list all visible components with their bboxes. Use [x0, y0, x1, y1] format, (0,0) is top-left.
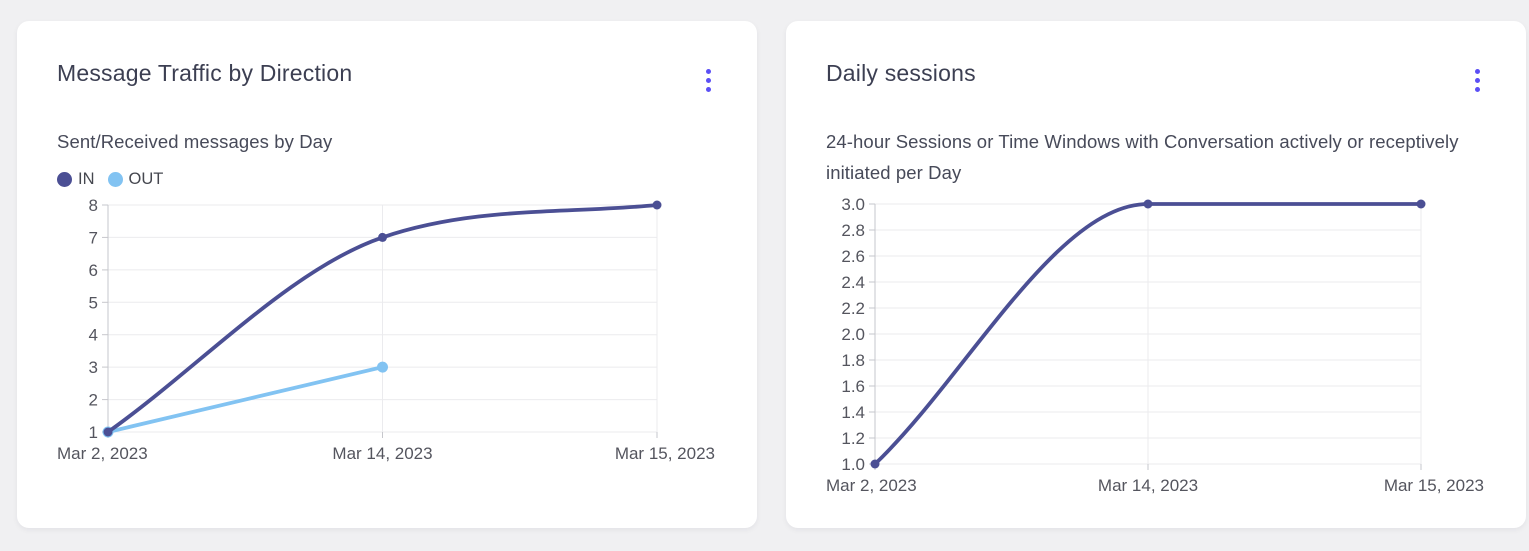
data-point	[1416, 199, 1426, 209]
data-point	[870, 459, 880, 469]
x-tick-label: Mar 2, 2023	[57, 444, 148, 463]
legend-label: OUT	[128, 169, 164, 188]
series-line-daily-sessions	[873, 202, 1423, 466]
legend-item-out[interactable]: OUT	[107, 169, 164, 189]
y-tick-label: 1.4	[841, 403, 865, 422]
y-tick-label: 2.0	[841, 325, 865, 344]
card-header: Daily sessions	[826, 59, 1486, 100]
y-tick-label: 1	[89, 423, 98, 442]
card-message-traffic-by-direction: Message Traffic by Direction Sent/Receiv…	[17, 21, 757, 528]
y-tick-label: 6	[89, 261, 98, 280]
y-tick-label: 1.8	[841, 351, 865, 370]
y-tick-label: 3	[89, 358, 98, 377]
y-tick-label: 1.2	[841, 429, 865, 448]
data-point	[378, 232, 387, 242]
y-tick-label: 2.4	[841, 273, 865, 292]
y-tick-label: 1.0	[841, 455, 865, 474]
y-tick-label: 2.2	[841, 299, 865, 318]
x-tick-label: Mar 2, 2023	[826, 476, 917, 495]
y-tick-label: 7	[89, 228, 98, 247]
card-header: Message Traffic by Direction	[57, 59, 717, 100]
y-tick-label: 3.0	[841, 195, 865, 214]
y-tick-label: 5	[89, 293, 98, 312]
chart-legend: IN OUT	[57, 169, 717, 189]
y-tick-label: 2	[89, 391, 98, 410]
card-title: Message Traffic by Direction	[57, 60, 353, 86]
y-tick-label: 2.6	[841, 247, 865, 266]
card-title: Daily sessions	[826, 60, 976, 86]
x-tick-label: Mar 15, 2023	[1384, 476, 1484, 495]
y-tick-label: 4	[89, 326, 98, 345]
x-tick-label: Mar 14, 2023	[1098, 476, 1198, 495]
message-traffic-line-chart: 1 2 3 4 5 6 7 8 Mar 2, 2023 Mar 14, 2023 Mar 15, 2…	[57, 196, 715, 463]
legend-dot-icon	[57, 171, 72, 187]
y-tick-label: 1.6	[841, 377, 865, 396]
kebab-menu-icon[interactable]	[1469, 61, 1486, 100]
x-tick-label: Mar 14, 2023	[332, 444, 432, 463]
legend-label: IN	[78, 169, 95, 188]
series-line-out	[106, 365, 385, 434]
daily-sessions-line-chart: 1.0 1.2 1.4 1.6 1.8 2.0 2.2 2.4 2.6 2.8 3.0 Mar 2, …	[826, 195, 1484, 495]
data-point	[377, 361, 388, 373]
card-subtitle: 24-hour Sessions or Time Windows with Co…	[826, 131, 1459, 183]
kebab-menu-icon[interactable]	[700, 61, 717, 100]
x-tick-label: Mar 15, 2023	[615, 444, 715, 463]
legend-dot-icon	[107, 171, 123, 187]
data-point	[652, 200, 662, 210]
legend-item-in[interactable]: IN	[57, 170, 95, 189]
data-point	[103, 427, 113, 437]
data-point	[1143, 199, 1153, 209]
y-tick-label: 2.8	[841, 221, 865, 240]
card-daily-sessions: Daily sessions 24-hour Sessions or Time …	[786, 21, 1526, 528]
card-subtitle: Sent/Received messages by Day	[57, 131, 333, 152]
y-tick-label: 8	[89, 196, 98, 215]
